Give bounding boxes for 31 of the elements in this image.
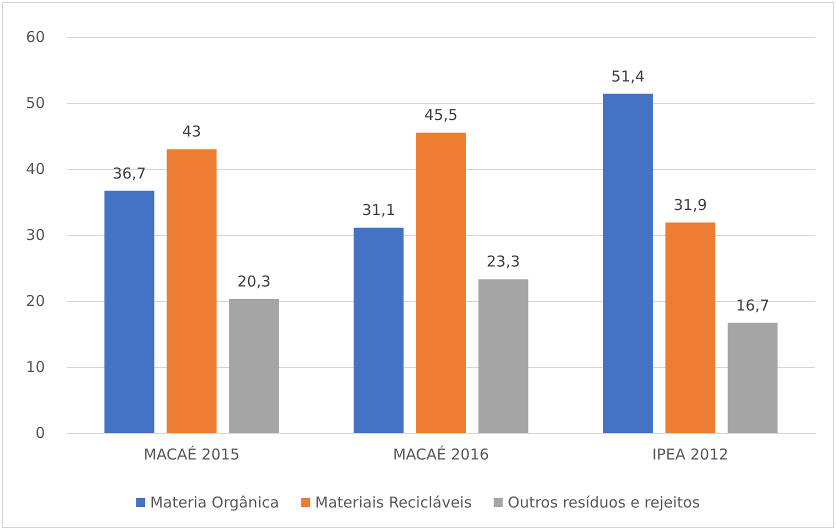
legend-label: Outros resíduos e rejeitos <box>508 494 700 512</box>
y-tick-label: 30 <box>26 226 45 244</box>
data-label: 23,3 <box>486 252 520 271</box>
legend-label: Materiais Recicláveis <box>315 494 472 512</box>
x-tick-label: IPEA 2012 <box>652 446 728 464</box>
y-tick-label: 10 <box>26 358 45 376</box>
y-tick-label: 60 <box>26 28 45 46</box>
bar <box>104 190 154 433</box>
bar <box>728 322 778 433</box>
y-tick-label: 40 <box>26 160 45 178</box>
data-label: 36,7 <box>112 164 146 182</box>
bar <box>603 94 653 433</box>
bar <box>166 149 217 433</box>
bar <box>354 228 404 433</box>
data-label: 20,3 <box>237 272 271 291</box>
x-tick-label: MACAÉ 2016 <box>392 446 490 464</box>
y-tick-label: 50 <box>26 94 45 112</box>
x-tick-label: MACAÉ 2015 <box>144 446 240 464</box>
bar <box>665 222 716 433</box>
y-tick-label: 0 <box>35 424 45 442</box>
data-label: 45,5 <box>424 106 458 124</box>
data-label: 31,9 <box>674 196 708 214</box>
data-label: 16,7 <box>736 296 770 314</box>
bar <box>229 299 279 433</box>
legend-label: Materia Orgânica <box>150 494 280 512</box>
bar <box>416 132 466 433</box>
data-label: 51,4 <box>611 67 645 86</box>
data-label: 31,1 <box>362 201 396 220</box>
y-tick-label: 20 <box>26 292 45 310</box>
bar <box>478 279 528 433</box>
data-label: 43 <box>182 122 202 141</box>
